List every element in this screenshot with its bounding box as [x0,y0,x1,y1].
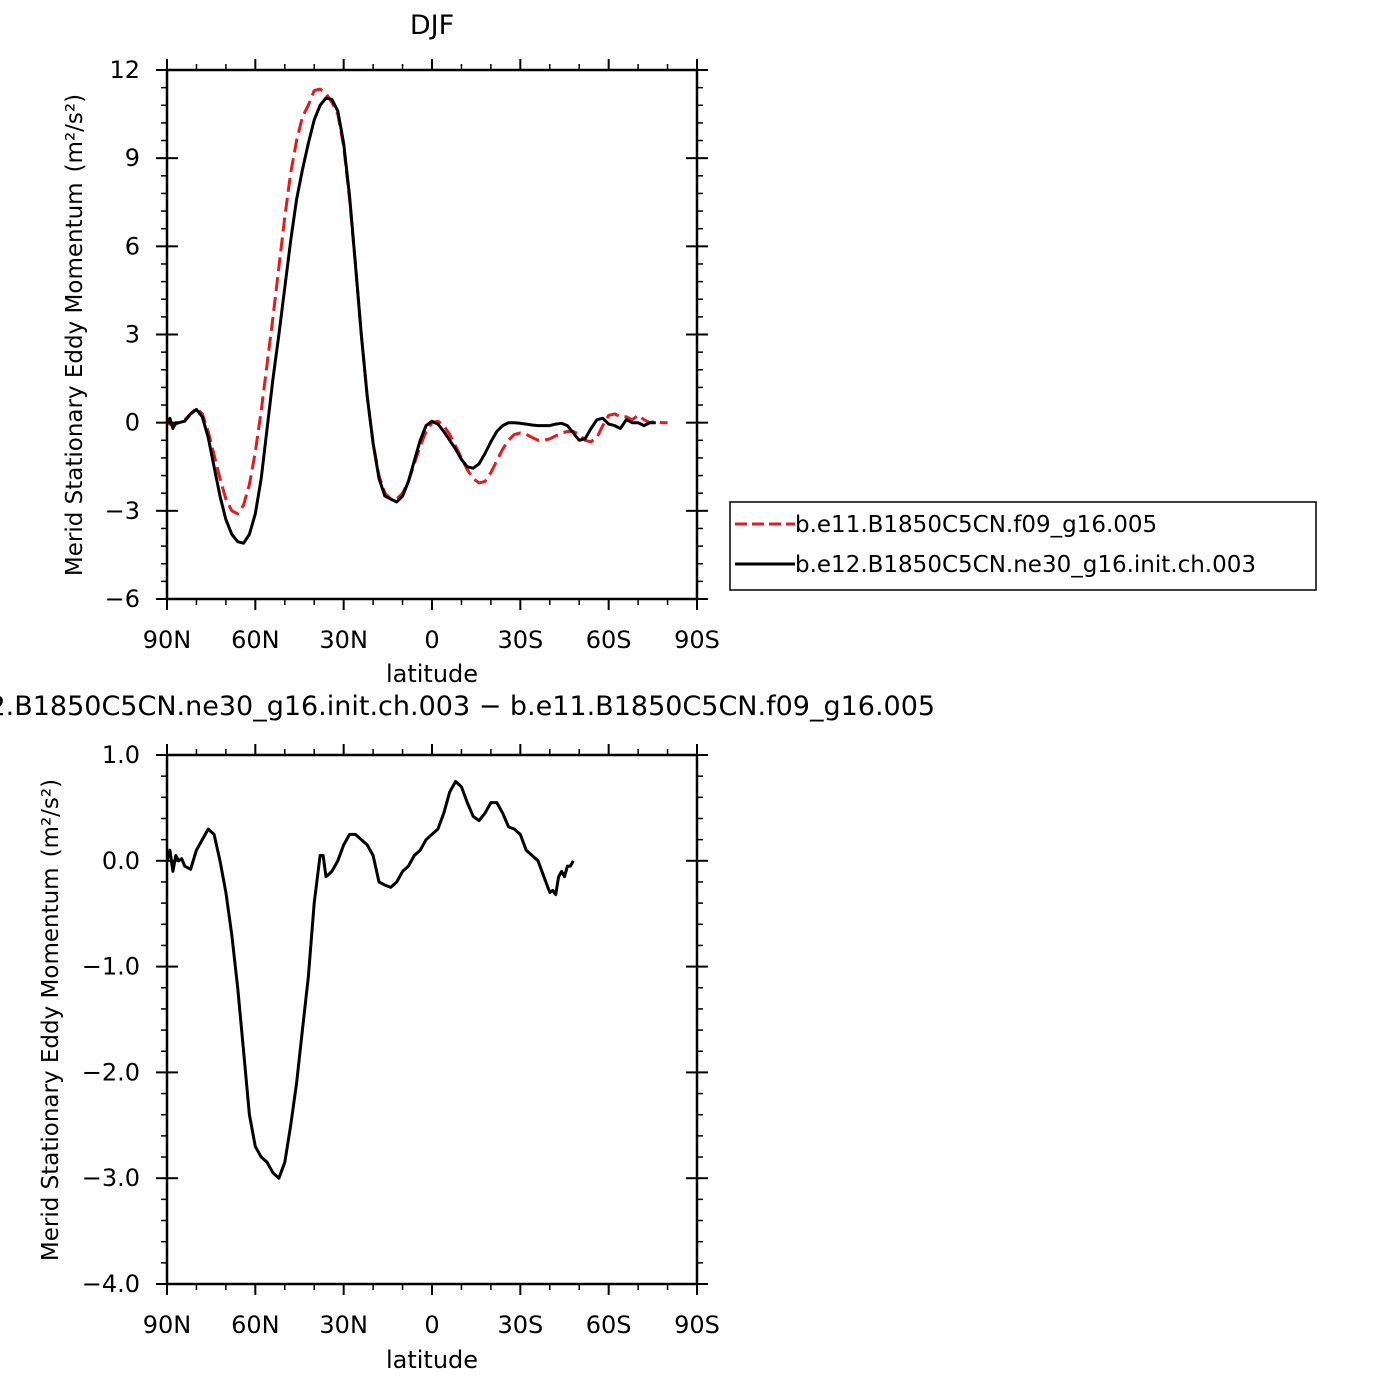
series-group [167,780,575,1180]
y-axis-label: Merid Stationary Eddy Momentum (m²/s²) [62,94,88,576]
y-axis-label-unit: (m²/s²) [62,94,88,173]
x-tick-label: 30N [319,1311,368,1339]
bottom-panel: b.e12.B1850C5CN.ne30_g16.init.ch.003 − b… [0,691,935,1374]
y-tick-label: 12 [109,56,140,84]
x-tick-label: 90N [143,1311,192,1339]
x-tick-label: 0 [424,1311,439,1339]
x-tick-label: 90N [143,626,192,654]
x-tick-label: 30S [497,626,543,654]
y-tick-label: −6 [105,585,140,613]
legend: b.e11.B1850C5CN.f09_g16.005 b.e12.B1850C5… [729,501,1317,591]
legend-label-0: b.e11.B1850C5CN.f09_g16.005 [795,512,1157,538]
chart-title: DJF [410,10,454,41]
x-tick-label: 60N [231,626,280,654]
x-tick-label: 30S [497,1311,543,1339]
x-tick-label: 90S [674,626,720,654]
chart-title: b.e12.B1850C5CN.ne30_g16.init.ch.003 − b… [0,691,935,722]
y-axis-label-name: Merid Stationary Eddy Momentum [38,867,64,1261]
y-tick-label: −3 [105,497,140,525]
y-axis-label-unit: (m²/s²) [38,779,64,858]
x-tick-label: 30N [319,626,368,654]
legend-box [729,501,1317,591]
x-tick-label: 90S [674,1311,720,1339]
x-tick-label: 0 [424,626,439,654]
plot-frame [165,68,699,601]
legend-label-1: b.e12.B1850C5CN.ne30_g16.init.ch.003 [795,552,1256,578]
y-tick-label: −1.0 [82,953,140,981]
y-axis-label-name: Merid Stationary Eddy Momentum [62,182,88,576]
x-tick-label: 60S [586,1311,632,1339]
x-axis-label: latitude [386,1346,478,1374]
top-panel: DJF 90N 60N 30N 0 30S 60S 90S 12 9 6 3 0 −3 −6 latitude… [62,10,720,688]
y-axis-label: Merid Stationary Eddy Momentum (m²/s²) [38,779,64,1261]
series-group [167,87,668,545]
y-tick-label: 3 [125,321,140,349]
series-line-0 [167,780,575,1180]
y-tick-label: −3.0 [82,1164,140,1192]
x-tick-label: 60S [586,626,632,654]
y-tick-label: 9 [125,144,140,172]
y-tick-label: −4.0 [82,1270,140,1298]
y-tick-label: 1.0 [102,741,140,769]
y-tick-label: −2.0 [82,1058,140,1086]
x-axis-label: latitude [386,660,478,688]
x-tick-label: 60N [231,1311,280,1339]
y-tick-label: 6 [125,232,140,260]
y-tick-label: 0.0 [102,847,140,875]
series-line-1 [167,96,656,545]
y-tick-label: 0 [125,409,140,437]
